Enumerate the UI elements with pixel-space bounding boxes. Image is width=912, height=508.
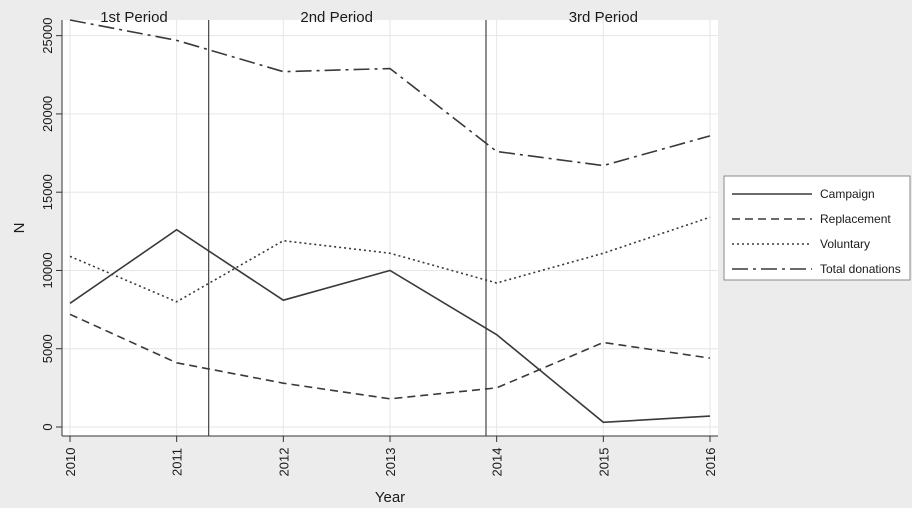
- legend-label: Campaign: [820, 187, 875, 201]
- y-axis-title: N: [11, 223, 28, 234]
- x-tick-label: 2014: [490, 448, 505, 477]
- period-dividers: [208, 20, 487, 436]
- series-line-total-donations: [69, 19, 711, 167]
- series-line-replacement: [69, 313, 711, 400]
- y-tick-label: 0: [40, 423, 55, 430]
- y-tick-label: 15000: [40, 174, 55, 210]
- y-tick-label: 25000: [40, 18, 55, 54]
- y-tick-label: 5000: [40, 334, 55, 363]
- x-tick-label: 2012: [276, 448, 291, 477]
- period-label: 1st Period: [100, 9, 168, 26]
- legend-label: Total donations: [820, 262, 901, 276]
- legend-label: Voluntary: [820, 237, 870, 251]
- x-tick-label: 2011: [170, 448, 185, 476]
- x-tick-label: 2015: [596, 448, 611, 477]
- period-labels: 1st Period 2nd Period 3rd Period: [100, 9, 638, 26]
- x-tick-label: 2010: [63, 448, 78, 477]
- series-line-campaign: [69, 228, 711, 424]
- x-tick-label: 2013: [383, 448, 398, 477]
- y-tick-label: 10000: [40, 252, 55, 288]
- axes: [56, 20, 718, 442]
- tick-labels: 0 5000 10000 15000 20000 25000 2010 2011 2012 201…: [40, 18, 718, 477]
- series-line-voluntary: [69, 216, 711, 303]
- period-label: 2nd Period: [300, 9, 373, 26]
- period-label: 3rd Period: [569, 9, 638, 26]
- series-lines: [69, 19, 711, 424]
- x-tick-label: 2016: [703, 448, 718, 477]
- legend-label: Replacement: [820, 212, 891, 226]
- legend: Campaign Replacement Voluntary Total donati…: [723, 175, 911, 281]
- y-tick-label: 20000: [40, 96, 55, 132]
- x-axis-title: Year: [375, 489, 405, 506]
